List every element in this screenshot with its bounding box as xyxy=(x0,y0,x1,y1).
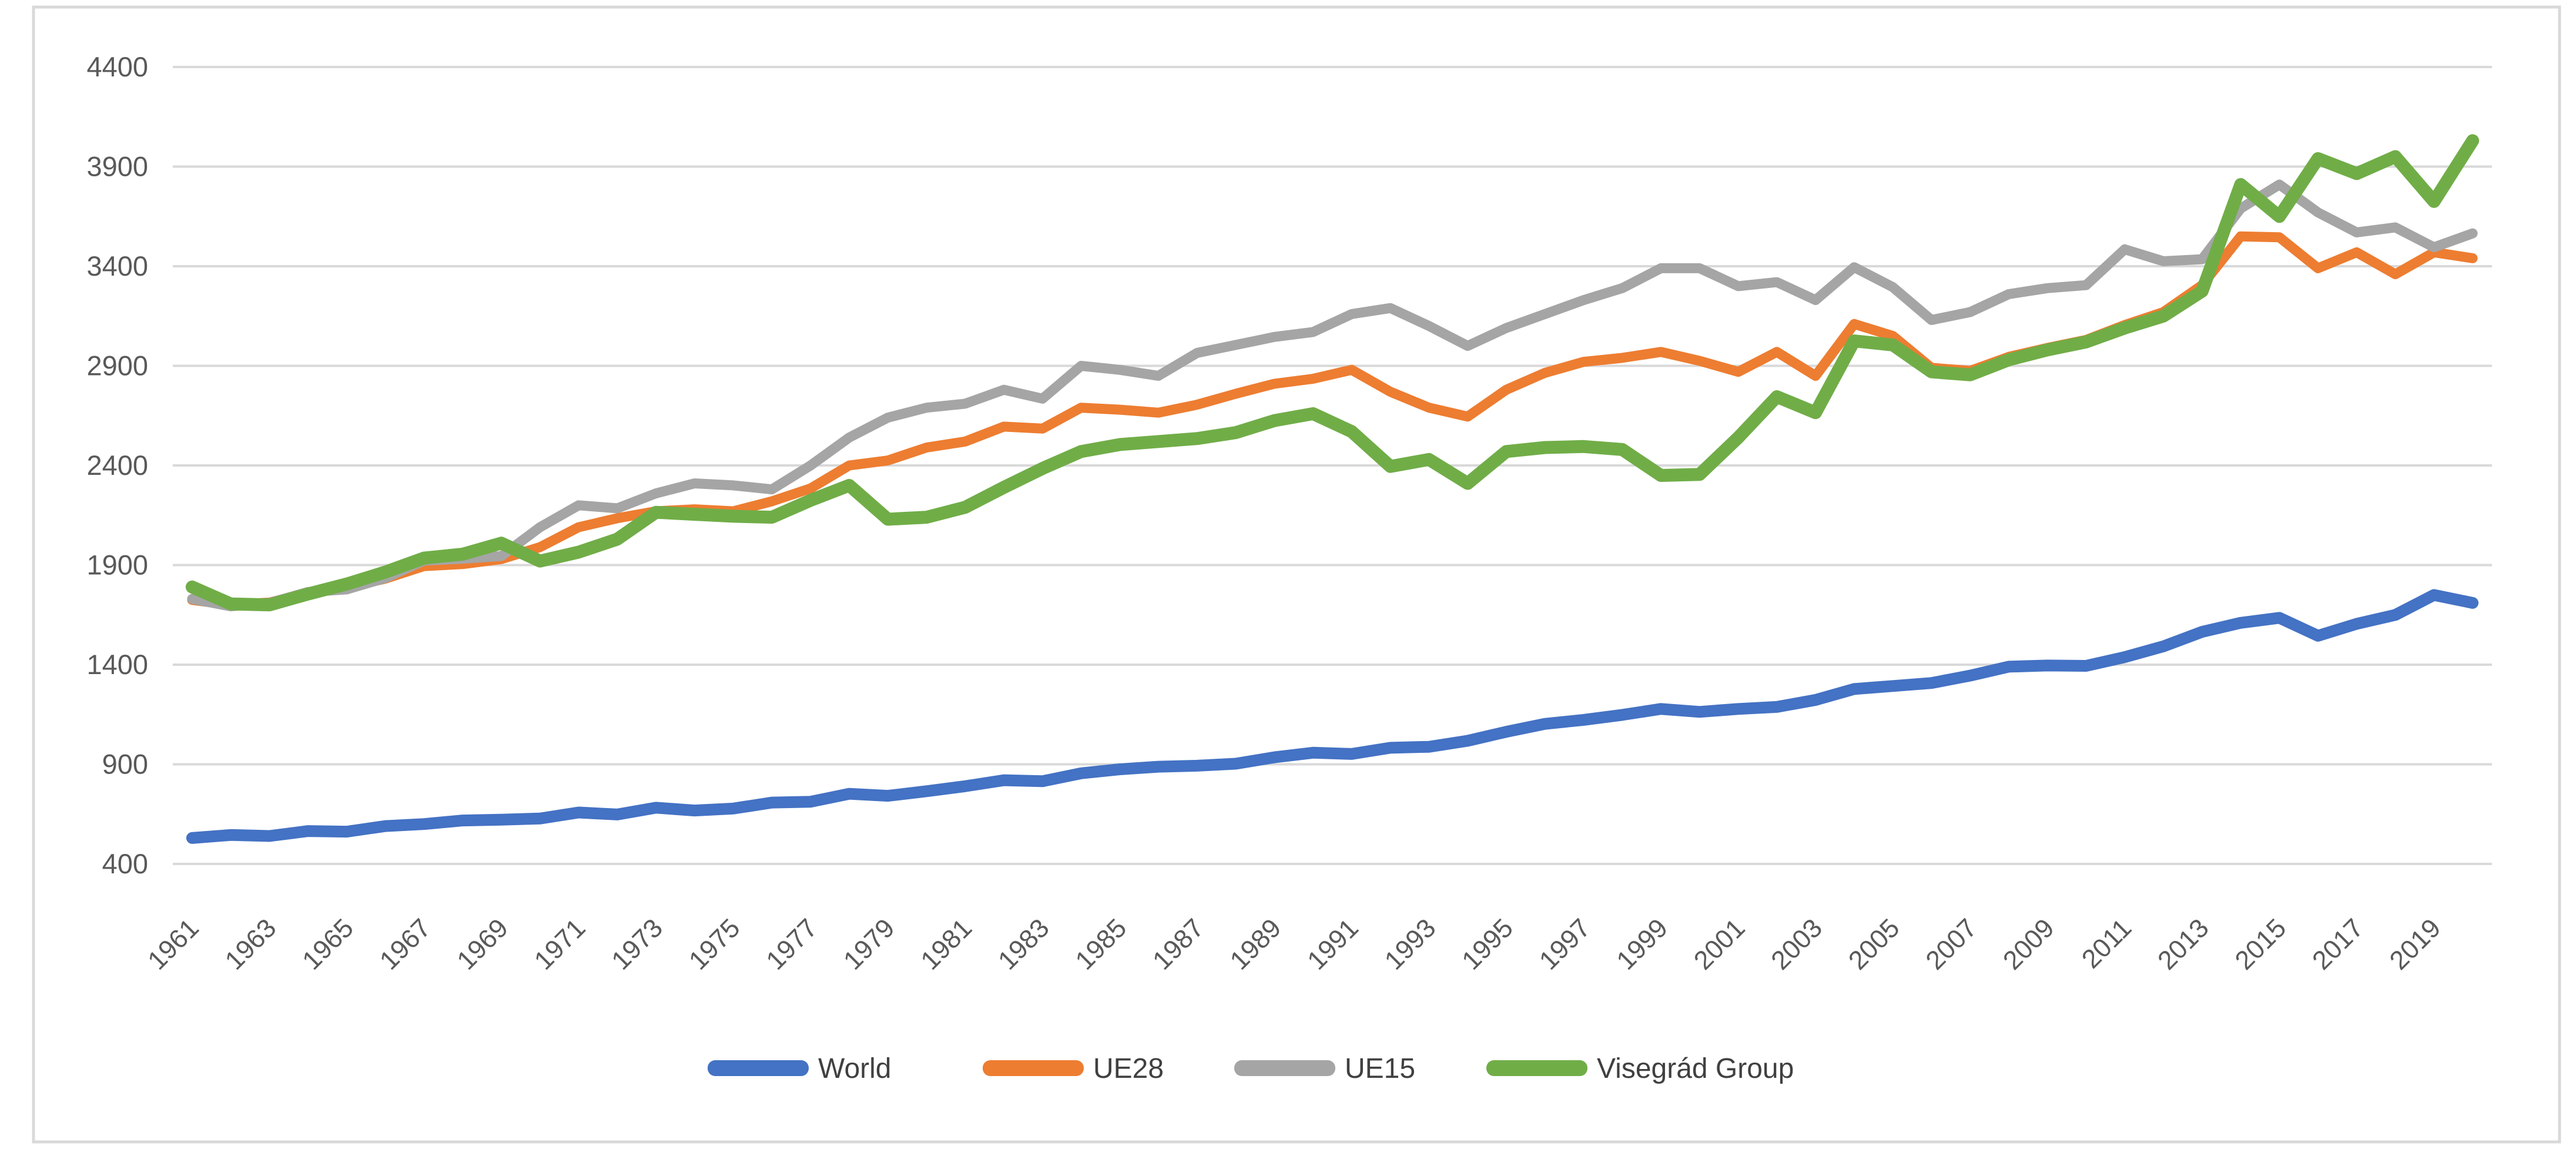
legend-label-world: World xyxy=(818,1053,891,1084)
legend-item-world: World xyxy=(708,1053,891,1084)
legend-swatch-ue15 xyxy=(1234,1060,1335,1076)
legend: World UE28 UE15 Visegrád Group xyxy=(708,1053,1794,1084)
y-tick-label: 3900 xyxy=(86,151,148,182)
series-line-ue15 xyxy=(187,179,2478,612)
y-tick-label: 400 xyxy=(102,848,148,879)
legend-label-ue28: UE28 xyxy=(1093,1053,1164,1084)
legend-item-visegrad: Visegrád Group xyxy=(1486,1053,1794,1084)
y-tick-label: 900 xyxy=(102,749,148,780)
legend-swatch-visegrad xyxy=(1486,1060,1587,1076)
y-tick-label: 4400 xyxy=(86,51,148,82)
y-tick-label: 2900 xyxy=(86,350,148,381)
legend-item-ue28: UE28 xyxy=(983,1053,1164,1084)
series-lines xyxy=(185,134,2480,844)
legend-swatch-world xyxy=(708,1060,809,1076)
legend-label-ue15: UE15 xyxy=(1345,1053,1415,1084)
series-line-visegr-d-group xyxy=(185,134,2480,612)
y-tick-label: 3400 xyxy=(86,250,148,282)
legend-label-visegrad: Visegrád Group xyxy=(1597,1053,1794,1084)
y-tick-label: 1900 xyxy=(86,549,148,581)
legend-item-ue15: UE15 xyxy=(1234,1053,1415,1084)
chart-outer-border xyxy=(32,5,2561,1144)
y-tick-label: 1400 xyxy=(86,649,148,680)
series-line-world xyxy=(186,589,2479,844)
legend-swatch-ue28 xyxy=(983,1060,1084,1076)
y-tick-label: 2400 xyxy=(86,450,148,481)
y-axis-labels: 400 900 1400 1900 2400 2900 3400 3900 4400 xyxy=(86,51,148,879)
